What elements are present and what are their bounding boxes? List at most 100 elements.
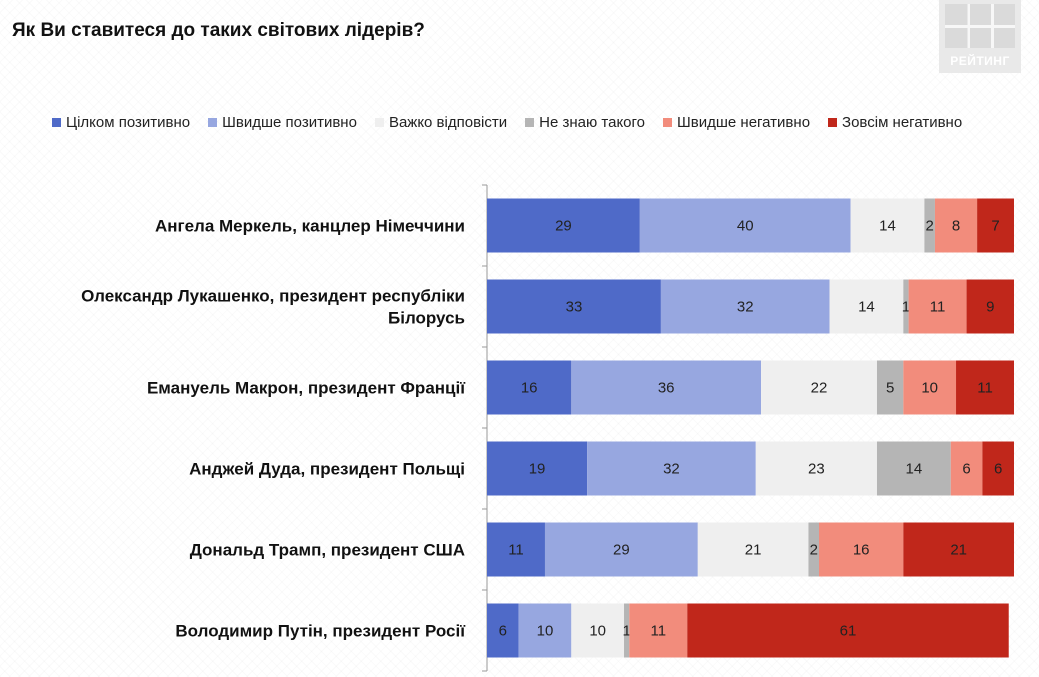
- bar-value-label: 21: [950, 542, 967, 559]
- legend-label: Не знаю такого: [539, 113, 646, 131]
- legend-item: Цілком позитивно: [52, 114, 190, 131]
- bar-value-label: 23: [808, 461, 825, 478]
- bar-value-label: 16: [521, 380, 538, 397]
- chart-legend: Цілком позитивно Швидше позитивно Важко ві…: [52, 113, 980, 131]
- legend-swatch: [828, 117, 838, 127]
- bar-value-label: 6: [994, 461, 1002, 478]
- category-label: Емануель Макрон, президент Франції: [147, 379, 466, 398]
- logo-pattern: [945, 4, 1015, 48]
- bar-value-label: 22: [811, 380, 828, 397]
- bar-segment: [487, 279, 661, 334]
- legend-swatch: [525, 117, 535, 127]
- bar-segment: [908, 279, 967, 334]
- bar-segment: [829, 279, 904, 334]
- bar-segment: [487, 441, 588, 496]
- bar-value-label: 14: [858, 299, 875, 316]
- bar-segment: [687, 603, 1009, 658]
- legend-item: Швидше позитивно: [208, 114, 357, 131]
- bar-value-label: 14: [879, 218, 896, 235]
- bar-value-label: 1: [902, 299, 910, 316]
- bar-value-label: 21: [745, 542, 762, 559]
- bar-value-label: 7: [991, 218, 999, 235]
- bar-value-label: 29: [555, 218, 572, 235]
- bar-value-label: 11: [977, 380, 993, 397]
- bar-segment: [876, 441, 951, 496]
- legend-item: Швидше негативно: [663, 114, 810, 131]
- bar-value-label: 9: [986, 299, 994, 316]
- legend-swatch: [52, 117, 61, 127]
- bar-value-label: 11: [930, 299, 946, 316]
- category-label-line: Володимир Путін, президент Росії: [175, 622, 466, 641]
- bar-segment: [761, 360, 877, 415]
- legend-item: Важко відповісти: [374, 113, 508, 131]
- bar-value-label: 10: [589, 623, 606, 640]
- bar-value-label: 19: [529, 461, 546, 478]
- legend-swatch: [374, 117, 384, 127]
- bar-segment: [629, 603, 688, 658]
- bar-value-label: 6: [962, 461, 970, 478]
- bar-value-label: 61: [840, 623, 857, 640]
- bar-value-label: 29: [613, 542, 630, 559]
- bar-segment: [571, 360, 762, 415]
- category-label: Анджей Дуда, президент Польщі: [189, 460, 465, 479]
- bar-segment: [571, 603, 625, 658]
- bar-segment: [903, 279, 909, 334]
- bar-segment: [903, 360, 957, 415]
- legend-item: Зовсім негативно: [828, 114, 962, 131]
- category-label-line: Емануель Макрон, президент Франції: [147, 379, 466, 398]
- legend-item: Не знаю такого: [525, 114, 645, 131]
- bar-segment: [487, 522, 545, 577]
- bar-segment: [487, 603, 519, 658]
- bar-segment: [808, 522, 820, 577]
- bar-value-label: 10: [537, 623, 554, 640]
- bar-value-label: 36: [658, 380, 675, 397]
- legend-label: Цілком позитивно: [66, 113, 191, 131]
- bar-value-label: 33: [566, 299, 583, 316]
- bar-value-label: 8: [952, 218, 960, 235]
- bar-segment: [624, 603, 630, 658]
- bar-segment: [697, 522, 809, 577]
- bar-value-label: 32: [663, 461, 680, 478]
- bar-value-label: 11: [650, 623, 666, 640]
- bar-segment: [487, 198, 640, 253]
- bar-segment: [956, 360, 1014, 415]
- category-label-line: Олександр Лукашенко, президент республік…: [81, 287, 465, 306]
- legend-label: Швидше негативно: [677, 113, 811, 131]
- bar-segment: [934, 198, 978, 253]
- bar-segment: [587, 441, 756, 496]
- bar-segment: [903, 522, 1014, 577]
- category-label: Ангела Меркель, канцлер Німеччини: [155, 217, 465, 236]
- bar-segment: [755, 441, 877, 496]
- bar-value-label: 32: [737, 299, 754, 316]
- legend-swatch: [663, 117, 673, 127]
- bar-value-label: 2: [926, 218, 934, 235]
- bar-segment: [850, 198, 925, 253]
- legend-label: Швидше позитивно: [222, 113, 357, 131]
- bar-segment: [660, 279, 830, 334]
- bar-value-label: 5: [886, 380, 894, 397]
- category-label: Дональд Трамп, президент США: [190, 541, 465, 560]
- category-label-line: Дональд Трамп, президент США: [190, 541, 465, 560]
- legend-label: Зовсім негативно: [842, 113, 963, 131]
- bar-segment: [876, 360, 904, 415]
- bar-value-label: 2: [810, 542, 818, 559]
- bar-segment: [982, 441, 1014, 496]
- legend-swatch: [208, 117, 218, 127]
- category-label-line: Анджей Дуда, президент Польщі: [189, 460, 465, 479]
- category-label-line: Білорусь: [388, 309, 465, 328]
- bar-segment: [966, 279, 1014, 334]
- bar-value-label: 40: [737, 218, 754, 235]
- bar-segment: [639, 198, 851, 253]
- bar-segment: [544, 522, 698, 577]
- bar-value-label: 14: [906, 461, 923, 478]
- bar-segment: [487, 360, 572, 415]
- category-label: Олександр Лукашенко, президент республік…: [81, 287, 465, 328]
- bar-value-label: 11: [508, 542, 524, 559]
- chart-title: Як Ви ставитеся до таких світових лідері…: [12, 20, 425, 41]
- category-label-line: Ангела Меркель, канцлер Німеччини: [155, 217, 465, 236]
- bar-value-label: 16: [853, 542, 870, 559]
- rating-logo: РЕЙТИНГ: [939, 0, 1021, 73]
- bar-segment: [977, 198, 1014, 253]
- legend-label: Важко відповісти: [388, 113, 508, 131]
